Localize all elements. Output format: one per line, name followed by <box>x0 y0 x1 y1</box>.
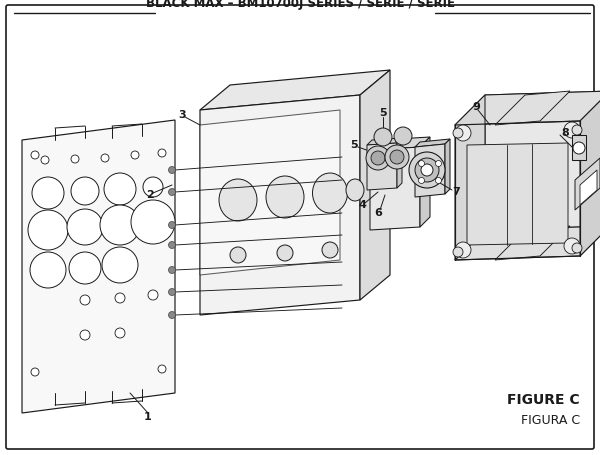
Circle shape <box>436 177 442 183</box>
Polygon shape <box>572 135 586 160</box>
Circle shape <box>453 128 463 138</box>
Text: 5: 5 <box>350 140 358 150</box>
Polygon shape <box>360 70 390 300</box>
Circle shape <box>80 330 90 340</box>
Text: FIGURA C: FIGURA C <box>521 414 580 426</box>
Polygon shape <box>420 137 430 227</box>
Ellipse shape <box>219 179 257 221</box>
Circle shape <box>69 252 101 284</box>
Circle shape <box>115 328 125 338</box>
Circle shape <box>374 128 392 146</box>
Circle shape <box>169 167 176 173</box>
Polygon shape <box>495 91 570 125</box>
Circle shape <box>277 245 293 261</box>
Polygon shape <box>22 120 175 413</box>
Circle shape <box>366 146 390 170</box>
Circle shape <box>390 150 404 164</box>
Circle shape <box>71 177 99 205</box>
Polygon shape <box>455 226 600 260</box>
Polygon shape <box>495 226 570 260</box>
Circle shape <box>143 177 163 197</box>
Ellipse shape <box>313 173 347 213</box>
Text: 7: 7 <box>452 187 460 197</box>
Polygon shape <box>200 95 360 315</box>
Circle shape <box>419 161 425 167</box>
Circle shape <box>31 151 39 159</box>
Circle shape <box>131 200 175 244</box>
Circle shape <box>148 290 158 300</box>
Circle shape <box>71 155 79 163</box>
Circle shape <box>169 288 176 295</box>
Circle shape <box>169 188 176 196</box>
Polygon shape <box>580 170 597 205</box>
Polygon shape <box>485 91 600 230</box>
Polygon shape <box>200 110 340 275</box>
Text: 8: 8 <box>561 128 569 138</box>
Text: FIGURE C: FIGURE C <box>508 393 580 407</box>
Circle shape <box>409 152 445 188</box>
Ellipse shape <box>266 176 304 218</box>
Circle shape <box>115 293 125 303</box>
Circle shape <box>572 243 582 253</box>
Circle shape <box>30 252 66 288</box>
Circle shape <box>100 205 140 245</box>
Circle shape <box>28 210 68 250</box>
Polygon shape <box>200 70 390 110</box>
Polygon shape <box>445 139 450 194</box>
Circle shape <box>131 151 139 159</box>
Polygon shape <box>397 138 402 188</box>
Circle shape <box>158 149 166 157</box>
Circle shape <box>436 161 442 167</box>
FancyBboxPatch shape <box>6 5 594 449</box>
Ellipse shape <box>346 179 364 201</box>
Polygon shape <box>367 138 402 145</box>
Polygon shape <box>580 91 600 256</box>
Polygon shape <box>367 143 397 190</box>
Circle shape <box>230 247 246 263</box>
Text: 9: 9 <box>472 102 480 112</box>
Circle shape <box>104 173 136 205</box>
Text: BLACK MAX – BM10700J SERIES / SÉRIE / SERIE: BLACK MAX – BM10700J SERIES / SÉRIE / SE… <box>146 0 455 10</box>
Polygon shape <box>370 137 430 150</box>
Polygon shape <box>455 91 600 125</box>
Circle shape <box>455 242 471 258</box>
Text: 5: 5 <box>379 108 387 118</box>
Circle shape <box>385 145 409 169</box>
Polygon shape <box>370 147 420 230</box>
Polygon shape <box>575 158 600 210</box>
Circle shape <box>455 125 471 141</box>
Circle shape <box>371 151 385 165</box>
Circle shape <box>573 142 585 154</box>
Circle shape <box>169 267 176 273</box>
Text: 4: 4 <box>358 200 366 210</box>
Circle shape <box>564 238 580 254</box>
Circle shape <box>415 158 439 182</box>
Text: 6: 6 <box>374 208 382 218</box>
Polygon shape <box>455 95 485 260</box>
Text: 1: 1 <box>144 412 152 422</box>
Circle shape <box>421 164 433 176</box>
Polygon shape <box>415 139 450 147</box>
Circle shape <box>158 365 166 373</box>
Circle shape <box>322 242 338 258</box>
Circle shape <box>169 312 176 318</box>
Circle shape <box>32 177 64 209</box>
Circle shape <box>102 247 138 283</box>
Circle shape <box>41 156 49 164</box>
Circle shape <box>564 122 580 138</box>
Circle shape <box>101 154 109 162</box>
Polygon shape <box>415 144 445 197</box>
Text: 2: 2 <box>146 190 154 200</box>
Polygon shape <box>467 143 568 245</box>
Circle shape <box>169 242 176 248</box>
Circle shape <box>453 247 463 257</box>
Text: 3: 3 <box>178 110 186 120</box>
Circle shape <box>572 125 582 135</box>
Circle shape <box>169 222 176 228</box>
Circle shape <box>80 295 90 305</box>
Circle shape <box>394 127 412 145</box>
Circle shape <box>67 209 103 245</box>
Circle shape <box>419 177 425 183</box>
Circle shape <box>31 368 39 376</box>
